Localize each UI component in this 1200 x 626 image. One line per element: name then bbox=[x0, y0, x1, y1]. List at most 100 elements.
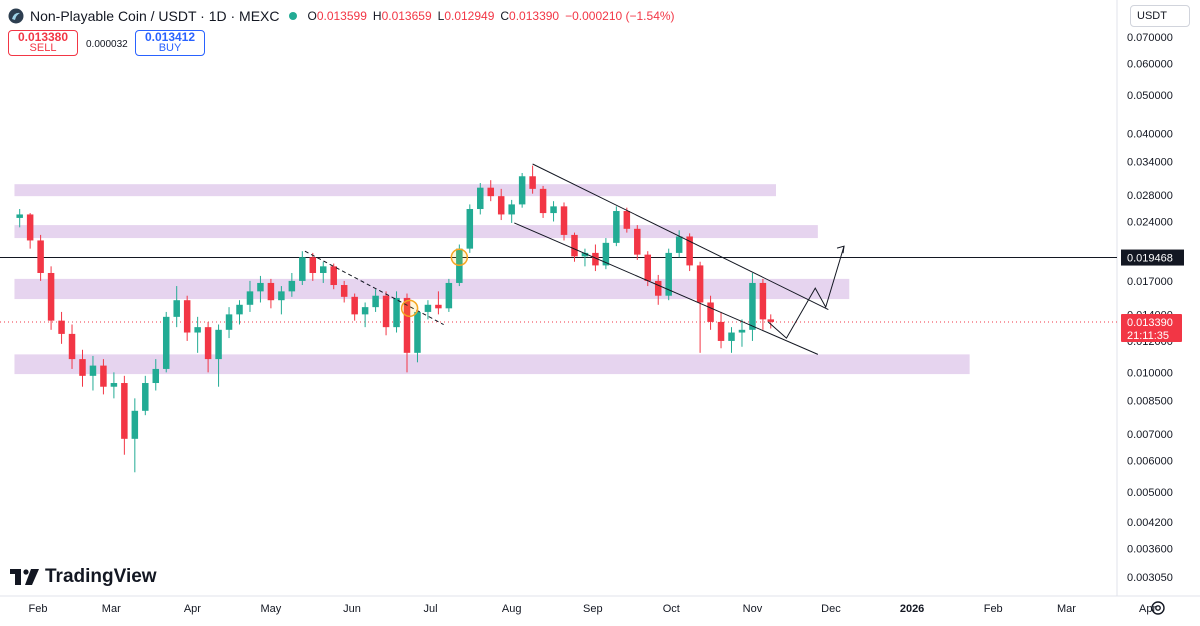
sr-zone-2 bbox=[14, 278, 850, 300]
sr-zone-1 bbox=[14, 225, 818, 239]
sell-button[interactable]: 0.013380 SELL bbox=[8, 30, 78, 56]
x-tick-label-11: 2026 bbox=[900, 603, 924, 615]
candle-body-69 bbox=[738, 329, 746, 333]
watermark-text: TradingView bbox=[45, 566, 157, 587]
x-tick-label-10: Dec bbox=[821, 603, 841, 615]
x-tick-label-2: Apr bbox=[184, 603, 201, 615]
coin-logo-icon bbox=[8, 8, 24, 24]
tradingview-watermark: TradingView bbox=[10, 566, 157, 588]
y-tick-label-8: 0.017000 bbox=[1127, 276, 1173, 288]
candle-body-1 bbox=[26, 214, 34, 241]
candle-body-58 bbox=[623, 211, 631, 229]
candle-body-57 bbox=[613, 211, 620, 243]
settings-gear-icon[interactable] bbox=[1150, 600, 1166, 616]
market-status-icon bbox=[289, 12, 298, 20]
candle-body-3 bbox=[47, 272, 55, 321]
y-tick-label-1: 0.060000 bbox=[1127, 59, 1173, 71]
candle-body-37 bbox=[403, 297, 411, 353]
candle-body-61 bbox=[654, 280, 662, 296]
candle-body-63 bbox=[675, 236, 683, 253]
y-tick-label-0: 0.070000 bbox=[1127, 32, 1173, 44]
candle-body-50 bbox=[539, 188, 547, 214]
candle-body-54 bbox=[581, 252, 589, 257]
forecast-path bbox=[767, 245, 845, 339]
candle-body-14 bbox=[162, 316, 170, 369]
candle-body-46 bbox=[497, 196, 505, 215]
price-line-label: 0.019468 bbox=[1127, 253, 1173, 265]
candle-body-7 bbox=[89, 365, 97, 376]
x-tick-label-13: Mar bbox=[1057, 603, 1076, 615]
currency-select[interactable]: USDT bbox=[1130, 5, 1190, 27]
candle-body-19 bbox=[215, 329, 222, 360]
candle-body-24 bbox=[267, 282, 275, 301]
currency-label: USDT bbox=[1137, 10, 1167, 22]
y-tick-label-17: 0.003600 bbox=[1127, 543, 1173, 555]
candle-body-9 bbox=[110, 383, 118, 387]
sell-price: 0.013380 bbox=[17, 30, 69, 44]
candle-body-33 bbox=[361, 307, 369, 315]
candle-body-53 bbox=[571, 234, 578, 257]
x-tick-label-3: May bbox=[261, 603, 282, 615]
buy-price: 0.013412 bbox=[144, 30, 196, 44]
y-tick-label-16: 0.004200 bbox=[1127, 517, 1173, 529]
symbol-title[interactable]: Non-Playable Coin / USDT · 1D · MEXC bbox=[30, 8, 280, 24]
last-price-label-box bbox=[1121, 314, 1182, 343]
y-tick-label-3: 0.040000 bbox=[1127, 128, 1173, 140]
candle-body-35 bbox=[382, 295, 390, 328]
sr-zone-0 bbox=[14, 184, 776, 197]
x-tick-label-5: Jul bbox=[424, 603, 438, 615]
forecast-arrowhead bbox=[836, 245, 845, 254]
buy-button[interactable]: 0.013412 BUY bbox=[135, 30, 205, 56]
candle-body-67 bbox=[717, 321, 725, 341]
candle-body-22 bbox=[246, 291, 254, 305]
y-tick-label-5: 0.028000 bbox=[1127, 190, 1173, 202]
candle-body-4 bbox=[58, 320, 65, 334]
y-tick-label-18: 0.003050 bbox=[1127, 572, 1173, 584]
candle-body-31 bbox=[340, 285, 348, 297]
candle-body-59 bbox=[634, 228, 641, 255]
candle-body-34 bbox=[372, 295, 379, 308]
candle-body-44 bbox=[477, 187, 484, 210]
candle-body-23 bbox=[257, 282, 264, 292]
buy-label: BUY bbox=[158, 42, 182, 54]
candle-body-13 bbox=[152, 368, 160, 384]
x-tick-label-4: Jun bbox=[343, 603, 361, 615]
channel-lower-line bbox=[514, 222, 819, 355]
candle-body-27 bbox=[299, 257, 306, 281]
candle-body-0 bbox=[16, 214, 23, 218]
tradingview-logo-icon bbox=[10, 569, 39, 585]
candle-body-29 bbox=[320, 266, 327, 273]
ohlc-high: H0.013659 bbox=[372, 9, 432, 23]
candle-body-5 bbox=[68, 333, 76, 360]
candle-body-60 bbox=[644, 254, 652, 281]
candle-body-45 bbox=[487, 187, 494, 197]
price-line-label-box bbox=[1121, 249, 1184, 266]
ohlc-change: −0.000210 (−1.54%) bbox=[565, 9, 675, 23]
candle-body-20 bbox=[225, 314, 233, 330]
chart-header: Non-Playable Coin / USDT · 1D · MEXC O0.… bbox=[8, 6, 675, 26]
y-tick-label-4: 0.034000 bbox=[1127, 156, 1173, 168]
candle-body-51 bbox=[550, 206, 557, 214]
candle-body-32 bbox=[351, 296, 358, 315]
ohlc-open: O0.013599 bbox=[307, 9, 367, 23]
candle-body-18 bbox=[204, 327, 212, 360]
candle-body-48 bbox=[518, 176, 526, 205]
y-tick-label-13: 0.007000 bbox=[1127, 429, 1173, 441]
candle-body-68 bbox=[728, 332, 735, 341]
candle-body-62 bbox=[665, 252, 672, 296]
y-tick-label-14: 0.006000 bbox=[1127, 455, 1173, 467]
candle-body-47 bbox=[508, 204, 515, 215]
candle-body-56 bbox=[602, 242, 610, 266]
ohlc-readout: O0.013599 H0.013659 L0.012949 C0.013390 … bbox=[307, 9, 674, 23]
y-tick-label-12: 0.008500 bbox=[1127, 395, 1173, 407]
ohlc-low: L0.012949 bbox=[437, 9, 495, 23]
x-tick-label-12: Feb bbox=[984, 603, 1003, 615]
candle-body-41 bbox=[445, 282, 453, 309]
candle-body-39 bbox=[424, 304, 432, 312]
candle-body-28 bbox=[309, 257, 317, 273]
candle-body-64 bbox=[686, 236, 693, 266]
ohlc-close: C0.013390 bbox=[500, 9, 560, 23]
candle-body-55 bbox=[592, 252, 599, 266]
